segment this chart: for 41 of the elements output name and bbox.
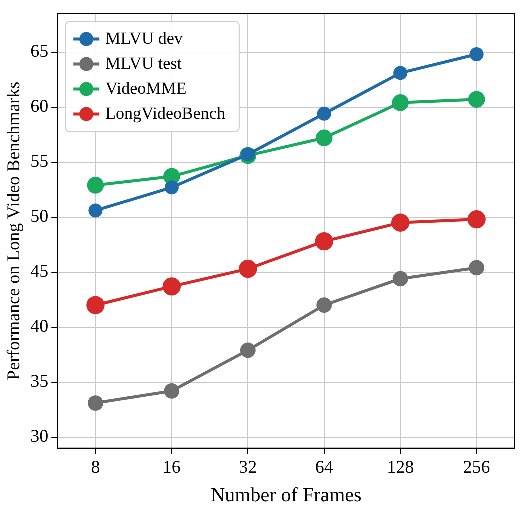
legend-label: VideoMME bbox=[106, 78, 187, 98]
point bbox=[164, 383, 180, 399]
point bbox=[164, 180, 179, 195]
legend-label: LongVideoBench bbox=[106, 104, 226, 123]
y-tick-label: 65 bbox=[30, 41, 49, 62]
point bbox=[391, 214, 410, 232]
point bbox=[88, 396, 104, 411]
y-tick-label: 55 bbox=[30, 151, 49, 172]
point bbox=[316, 130, 333, 147]
y-tick-label: 60 bbox=[30, 96, 49, 116]
legend-label: MLVU test bbox=[106, 54, 182, 73]
point bbox=[86, 296, 105, 314]
point bbox=[392, 94, 409, 112]
x-tick-label: 128 bbox=[387, 456, 414, 477]
y-tick-label: 35 bbox=[30, 371, 49, 392]
point bbox=[468, 210, 486, 229]
point bbox=[239, 260, 258, 278]
y-axis-title: Performance on Long Video Benchmarks bbox=[4, 82, 24, 380]
x-tick-label: 64 bbox=[315, 456, 334, 477]
point bbox=[162, 278, 182, 296]
point bbox=[315, 232, 334, 251]
y-tick-label: 40 bbox=[30, 316, 49, 336]
x-tick-label: 16 bbox=[162, 456, 181, 477]
point bbox=[469, 260, 484, 276]
point bbox=[317, 106, 332, 121]
point bbox=[87, 177, 104, 194]
point bbox=[240, 342, 256, 358]
x-tick-label: 32 bbox=[239, 456, 258, 477]
y-tick-label: 50 bbox=[30, 206, 49, 226]
legend-label: MLVU dev bbox=[106, 28, 184, 48]
y-tick-label: 45 bbox=[30, 261, 49, 282]
point bbox=[316, 298, 332, 314]
point bbox=[394, 66, 408, 80]
point bbox=[468, 91, 486, 108]
x-tick-label: 256 bbox=[463, 456, 490, 477]
point bbox=[392, 271, 408, 287]
point bbox=[88, 204, 103, 218]
x-tick-label: 8 bbox=[91, 456, 100, 477]
point bbox=[470, 48, 484, 62]
y-tick-label: 30 bbox=[30, 426, 49, 446]
x-axis-title: Number of Frames bbox=[210, 484, 362, 506]
